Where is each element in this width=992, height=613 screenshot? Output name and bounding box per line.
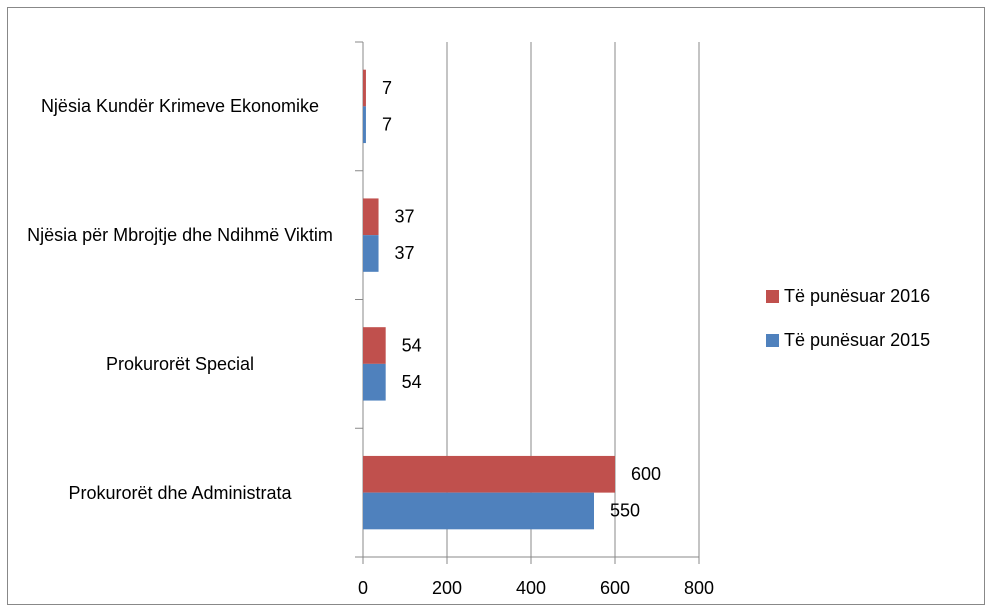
legend-swatch	[766, 334, 779, 347]
x-tick-label: 800	[684, 578, 714, 598]
bar	[363, 69, 366, 107]
x-tick-label: 0	[358, 578, 368, 598]
y-tick-label: Prokurorët Special	[105, 353, 255, 374]
data-label: 54	[402, 372, 422, 392]
legend-label: Të punësuar 2015	[784, 330, 930, 350]
bar	[363, 327, 386, 364]
data-label: 37	[395, 207, 415, 227]
data-label: 600	[631, 464, 661, 484]
legend-swatch	[766, 290, 779, 303]
data-label: 54	[402, 335, 422, 355]
data-label: 7	[382, 78, 392, 98]
chart-border	[7, 7, 985, 605]
legend-label: Të punësuar 2016	[784, 286, 930, 306]
bar	[363, 198, 379, 236]
bar	[363, 106, 366, 144]
y-tick-label: Njësia për Mbrojtje dhe Ndihmë Viktim	[27, 225, 333, 246]
bar	[363, 363, 386, 401]
data-label: 550	[610, 501, 640, 521]
data-label: 7	[382, 114, 392, 134]
y-tick-label: Njësia Kundër Krimeve Ekonomike	[40, 96, 320, 117]
data-label: 37	[395, 243, 415, 263]
bar	[363, 235, 379, 272]
bar	[363, 455, 615, 493]
bar	[363, 492, 594, 530]
x-tick-label: 400	[516, 578, 546, 598]
x-tick-label: 200	[432, 578, 462, 598]
x-tick-label: 600	[600, 578, 630, 598]
y-tick-label: Prokurorët dhe Administrata	[68, 482, 292, 503]
